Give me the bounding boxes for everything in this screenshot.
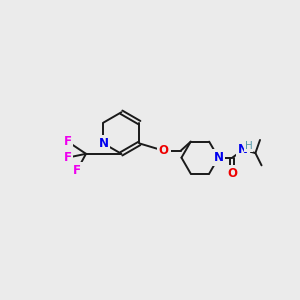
Text: F: F — [64, 151, 71, 164]
Text: N: N — [213, 151, 224, 164]
Text: F: F — [64, 135, 71, 148]
Text: N: N — [98, 137, 108, 150]
Text: F: F — [73, 164, 81, 177]
Text: O: O — [227, 167, 237, 180]
Text: O: O — [159, 144, 169, 157]
Text: N: N — [238, 143, 248, 157]
Text: H: H — [244, 141, 252, 151]
